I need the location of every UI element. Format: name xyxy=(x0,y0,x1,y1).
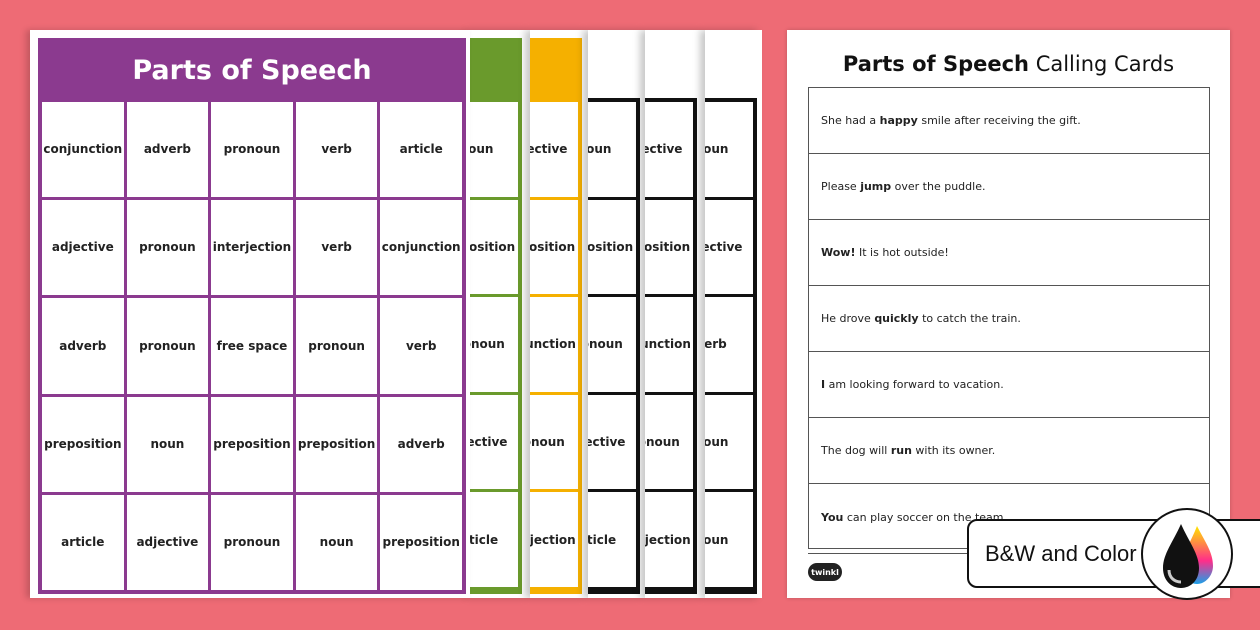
bingo-cell: conjunction xyxy=(42,102,124,198)
calling-card-row: I am looking forward to vacation. xyxy=(809,352,1209,418)
bingo-cell: verb xyxy=(295,200,378,296)
bingo-cell: conjunction xyxy=(645,297,693,392)
bingo-cell: pronoun xyxy=(211,494,293,590)
title-bold: Parts of Speech xyxy=(842,52,1030,76)
sentence-bold: jump xyxy=(860,180,892,193)
bingo-grid: conjunction adverb pronoun verb article adjec… xyxy=(42,102,462,590)
bingo-cell: preposition xyxy=(42,396,124,492)
sentence-pre: Please xyxy=(821,180,861,193)
bingo-cell: noun xyxy=(705,492,753,587)
sentence-bold: happy xyxy=(879,114,918,127)
bingo-cell: preposition xyxy=(380,494,462,590)
bingo-cell: article xyxy=(42,494,124,590)
bingo-cell: verb xyxy=(380,298,462,394)
bingo-cell: adverb xyxy=(380,396,462,492)
sentence-bold: quickly xyxy=(874,312,919,325)
card-title: Parts of Speech xyxy=(132,54,372,86)
bingo-cell: noun xyxy=(295,494,378,590)
bingo-card-stacked: adjectiveprepositionconjunctionpronounin… xyxy=(530,30,588,598)
sentence-post: to catch the train. xyxy=(918,312,1021,325)
bingo-cell: preposition xyxy=(530,199,578,295)
bingo-card-stacked: nounprepositionpronounadjectivearticle xyxy=(470,30,530,598)
bingo-cell: noun xyxy=(588,102,636,197)
bingo-cell: preposition xyxy=(470,199,518,295)
bingo-cell: adverb xyxy=(42,298,124,394)
card-frame: Parts of Speech conjunction adverb pronoun… xyxy=(38,38,466,594)
bingo-cell: adjective xyxy=(645,102,693,197)
bingo-cell: adjective xyxy=(126,494,209,590)
bingo-cell: preposition xyxy=(211,396,293,492)
sentence-pre: He drove xyxy=(821,312,875,325)
sentence-post: over the puddle. xyxy=(891,180,986,193)
sentence-post: can play soccer on the team. xyxy=(843,510,1008,524)
calling-cards-table: She had a happy smile after receiving th… xyxy=(808,87,1210,549)
bingo-cell: adjective xyxy=(42,200,124,296)
bingo-cell: pronoun xyxy=(530,394,578,490)
sentence-post: with its owner. xyxy=(911,444,996,457)
bingo-cell: pronoun xyxy=(588,297,636,392)
bingo-cell: noun xyxy=(470,102,518,197)
calling-card-row: Wow! It is hot outside! xyxy=(809,220,1209,286)
bingo-cell: article xyxy=(588,492,636,587)
bingo-cell: noun xyxy=(705,102,753,197)
bingo-cell: conjunction xyxy=(380,200,462,296)
sentence-bold: Wow! xyxy=(821,246,856,259)
calling-card-row: You can play soccer on the team. xyxy=(809,484,1209,550)
sentence-pre: The dog will xyxy=(821,444,891,457)
bingo-card-purple: Parts of Speech conjunction adverb pronoun… xyxy=(30,30,470,598)
sentence-post: smile after receiving the gift. xyxy=(917,114,1081,127)
bingo-card-stacked: nounadjectiveverbnounnoun xyxy=(705,30,762,598)
calling-cards-title: Parts of Speech Calling Cards xyxy=(787,52,1230,76)
bingo-cell: verb xyxy=(705,297,753,392)
bingo-card-stacked: nounprepositionpronounadjectivearticle xyxy=(588,30,645,598)
bingo-cell: pronoun xyxy=(645,394,693,490)
calling-card-row: Please jump over the puddle. xyxy=(809,154,1209,220)
bingo-cell: pronoun xyxy=(126,200,209,296)
bingo-cell: preposition xyxy=(588,199,636,295)
sentence-bold: I xyxy=(821,378,826,391)
sentence-pre: She had a xyxy=(821,114,880,127)
bingo-cell: noun xyxy=(705,394,753,490)
sentence-bold: You xyxy=(821,510,844,524)
sentence-post: It is hot outside! xyxy=(855,246,949,259)
title-rest: Calling Cards xyxy=(1029,52,1175,76)
bingo-cell: noun xyxy=(126,396,209,492)
bingo-cell: pronoun xyxy=(470,297,518,392)
bingo-cell: pronoun xyxy=(295,298,378,394)
calling-cards-sheet: Parts of Speech Calling Cards She had a … xyxy=(787,30,1230,598)
bingo-cell: verb xyxy=(295,102,378,198)
bingo-cell: article xyxy=(380,102,462,198)
bingo-cell: preposition xyxy=(295,396,378,492)
bingo-cell: adverb xyxy=(126,102,209,198)
bingo-cell: preposition xyxy=(645,199,693,295)
calling-card-row: The dog will run with its owner. xyxy=(809,418,1209,484)
bingo-cell: adjective xyxy=(530,102,578,197)
bingo-cell: article xyxy=(470,492,518,587)
ink-drops-icon xyxy=(1141,508,1233,600)
bingo-cell: interjection xyxy=(530,492,578,587)
badge-label: B&W and Color xyxy=(985,541,1137,566)
twinkl-logo: twinkl xyxy=(808,563,842,581)
sentence-bold: run xyxy=(890,444,912,457)
bingo-card-stacked: adjectiveprepositionconjunctionpronounin… xyxy=(645,30,705,598)
bingo-cell: pronoun xyxy=(211,102,293,198)
bingo-cell: free space xyxy=(211,298,293,394)
bingo-cell: adjective xyxy=(705,199,753,295)
sentence-post: am looking forward to vacation. xyxy=(825,378,1004,391)
calling-card-row: He drove quickly to catch the train. xyxy=(809,286,1209,352)
calling-card-row: She had a happy smile after receiving th… xyxy=(809,88,1209,154)
bingo-cell: pronoun xyxy=(126,298,209,394)
bingo-cell: conjunction xyxy=(530,297,578,392)
bingo-cell: interjection xyxy=(645,492,693,587)
bingo-cell: adjective xyxy=(470,394,518,490)
bingo-cell: interjection xyxy=(211,200,293,296)
bingo-cell: adjective xyxy=(588,394,636,490)
